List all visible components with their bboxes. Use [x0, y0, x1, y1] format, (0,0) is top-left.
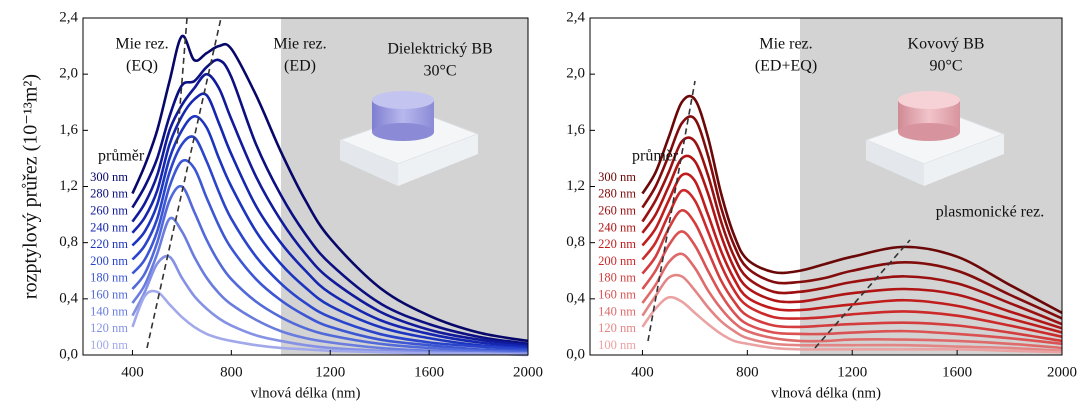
- guide-lines: [146, 17, 911, 349]
- legend-entry: 140 nm: [598, 304, 636, 318]
- y-tick-label: 1,2: [566, 178, 585, 194]
- legend-entry: 220 nm: [598, 237, 636, 251]
- series-line: [641, 209, 1063, 343]
- legend-entry: 180 nm: [90, 271, 128, 285]
- x-tick-label: 1200: [315, 364, 345, 380]
- legend-entry: 120 nm: [90, 321, 128, 335]
- legend-entry: 260 nm: [598, 203, 636, 217]
- series-line: [641, 188, 1063, 339]
- series-line: [641, 230, 1063, 346]
- x-axis-label: vlnová délka (nm): [771, 385, 881, 401]
- y-tick-label: 0,0: [566, 346, 585, 362]
- legend-entry: 160 nm: [598, 287, 636, 301]
- legend-title: průměr: [98, 148, 145, 165]
- series-line: [131, 58, 529, 346]
- series-line: [641, 115, 1063, 320]
- annotation: Dielektrický BB: [387, 41, 492, 58]
- y-tick-label: 1,6: [59, 122, 78, 138]
- annotation: 90°C: [929, 58, 962, 75]
- guide-line: [176, 17, 188, 145]
- plot-layer: 0,0 0,4 0,8 1,2 1,6 2,0 2,4 400 800 1200 1600 2000 v…: [20, 9, 1077, 401]
- y-tick-label: 0,8: [59, 234, 78, 250]
- annotation: plasmonické rez.: [936, 204, 1044, 221]
- legend-entry: 140 nm: [90, 304, 128, 318]
- guide-line: [146, 17, 222, 349]
- guide-line: [814, 239, 911, 349]
- legend-entry: 240 nm: [90, 220, 128, 234]
- guide-line: [647, 80, 696, 342]
- y-tick-label: 2,0: [59, 66, 78, 82]
- legend-entry: 160 nm: [90, 287, 128, 301]
- legend-entry: 300 nm: [598, 170, 636, 184]
- nanoparticle-icon: [864, 91, 1006, 186]
- legend-entry: 180 nm: [598, 271, 636, 285]
- series-line: [131, 158, 529, 353]
- legend-entry: 280 nm: [90, 187, 128, 201]
- annotation: Mie rez.: [273, 36, 326, 53]
- series-line: [641, 252, 1063, 350]
- series-line: [131, 92, 529, 348]
- x-tick-label: 400: [631, 364, 654, 380]
- x-tick-label: 2000: [513, 364, 543, 380]
- x-tick-label: 2000: [1047, 364, 1077, 380]
- series-line: [641, 295, 1063, 354]
- shaded-region: [281, 18, 528, 355]
- series-line: [641, 273, 1063, 353]
- legend-entry: 100 nm: [598, 338, 636, 352]
- y-tick-label: 0,0: [59, 346, 78, 362]
- series-line: [641, 94, 1063, 315]
- y-tick-label: 2,4: [59, 9, 78, 25]
- series-line: [131, 34, 529, 343]
- legend-entry: 280 nm: [598, 187, 636, 201]
- legend-entry: 240 nm: [598, 220, 636, 234]
- series-line: [131, 114, 529, 350]
- legend-entry: 100 nm: [90, 338, 128, 352]
- x-tick-label: 1200: [837, 364, 867, 380]
- series-line: [641, 172, 1063, 334]
- legend-entry: 120 nm: [598, 321, 636, 335]
- x-tick-label: 400: [121, 364, 144, 380]
- x-axis-label: vlnová délka (nm): [251, 385, 361, 401]
- legend-entry: 220 nm: [90, 237, 128, 251]
- series-line: [641, 154, 1063, 330]
- series-line: [131, 184, 529, 354]
- x-tick-label: 800: [736, 364, 759, 380]
- y-tick-label: 2,0: [566, 66, 585, 82]
- annotation: 30°C: [423, 63, 456, 80]
- legend-entry: 200 nm: [598, 254, 636, 268]
- nanoparticle-icon: [338, 91, 480, 186]
- series-line: [131, 135, 529, 351]
- series-line: [131, 72, 529, 347]
- x-tick-label: 800: [220, 364, 243, 380]
- y-tick-label: 0,4: [566, 290, 585, 306]
- y-tick-label: 0,4: [59, 290, 78, 306]
- legend-title: průměr: [632, 148, 679, 165]
- series-line: [131, 289, 529, 357]
- y-axis-label: rozptylový průřez (10⁻¹³m²): [20, 74, 42, 299]
- legend-entry: 300 nm: [90, 170, 128, 184]
- y-tick-label: 1,6: [566, 122, 585, 138]
- annotation: (EQ): [126, 58, 158, 75]
- annotation: Kovový BB: [908, 36, 985, 53]
- y-tick-label: 1,2: [59, 178, 78, 194]
- y-tick-label: 2,4: [566, 9, 585, 25]
- legend-entry: 260 nm: [90, 203, 128, 217]
- annotation: Mie rez.: [759, 36, 812, 53]
- x-tick-label: 1600: [942, 364, 972, 380]
- annotation: Mie rez.: [115, 36, 168, 53]
- series-line: [131, 254, 529, 355]
- series-line: [641, 136, 1063, 326]
- y-tick-label: 0,8: [566, 234, 585, 250]
- annotation: (ED+EQ): [755, 58, 817, 75]
- legend-entry: 200 nm: [90, 254, 128, 268]
- series-line: [131, 216, 529, 355]
- x-tick-label: 1600: [414, 364, 444, 380]
- annotation: (ED): [284, 58, 316, 75]
